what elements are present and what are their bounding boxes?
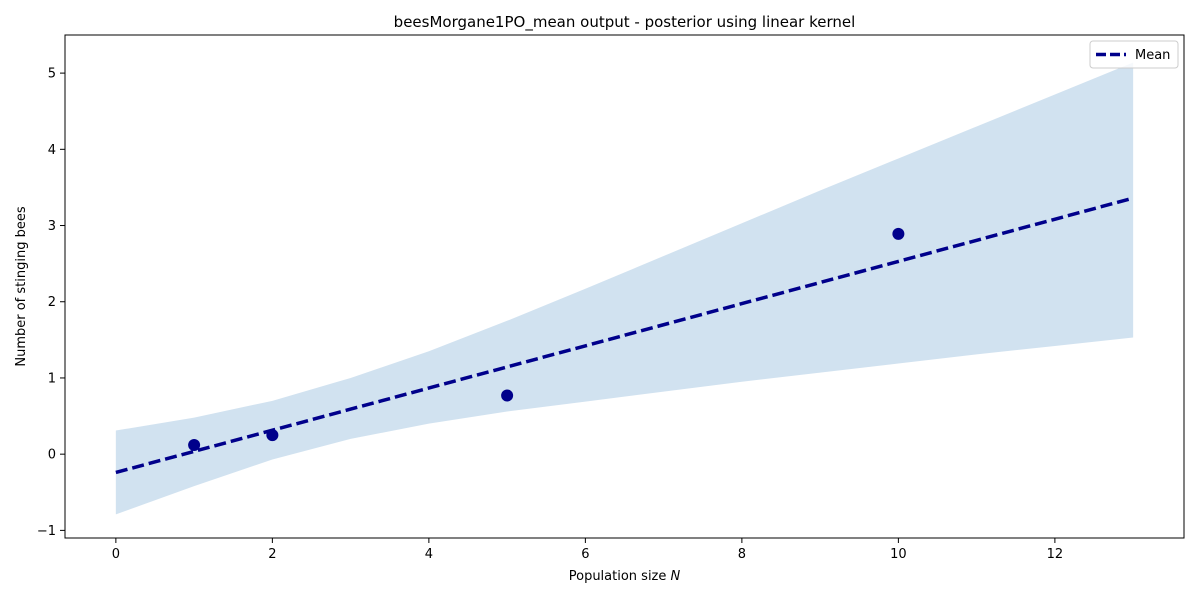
x-tick-label: 4	[425, 547, 433, 562]
legend: Mean	[1089, 40, 1179, 69]
x-tick-label: 2	[268, 547, 276, 562]
x-axis-ticks: 0 2 4 6 8 10 12	[112, 538, 1063, 562]
observed-points-layer	[188, 227, 905, 452]
chart-title: beesMorgane1PO_mean output - posterior u…	[394, 13, 856, 32]
observed-point	[266, 429, 279, 442]
observed-point	[501, 389, 514, 402]
observed-point	[188, 439, 201, 452]
legend-box	[1089, 40, 1179, 69]
x-tick-label: 0	[112, 547, 120, 562]
plot-frame	[64, 34, 1185, 539]
y-tick-label: 2	[48, 295, 56, 310]
x-tick-label: 8	[738, 547, 746, 562]
y-tick-label: −1	[37, 524, 56, 539]
mean-line	[115, 196, 1134, 475]
y-axis-ticks: −1 0 1 2 3 4 5	[37, 67, 65, 539]
y-tick-label: 0	[48, 448, 56, 463]
x-axis-label-symbol: N	[671, 569, 681, 584]
x-tick-label: 10	[890, 547, 907, 562]
y-axis-label: Number of stinging bees	[14, 206, 29, 366]
y-tick-label: 3	[48, 219, 56, 234]
y-tick-label: 1	[48, 371, 56, 386]
observed-point	[892, 227, 905, 240]
x-axis-label-text: Population size	[569, 569, 667, 584]
legend-mean-label: Mean	[1135, 48, 1170, 63]
y-tick-label: 4	[48, 143, 56, 158]
x-tick-label: 6	[581, 547, 589, 562]
x-axis-label: Population size N	[569, 569, 681, 584]
confidence-band	[115, 62, 1134, 515]
mean-line-layer	[115, 196, 1134, 475]
y-tick-label: 5	[48, 67, 56, 82]
confidence-band-layer	[115, 62, 1134, 515]
x-tick-label: 12	[1047, 547, 1064, 562]
